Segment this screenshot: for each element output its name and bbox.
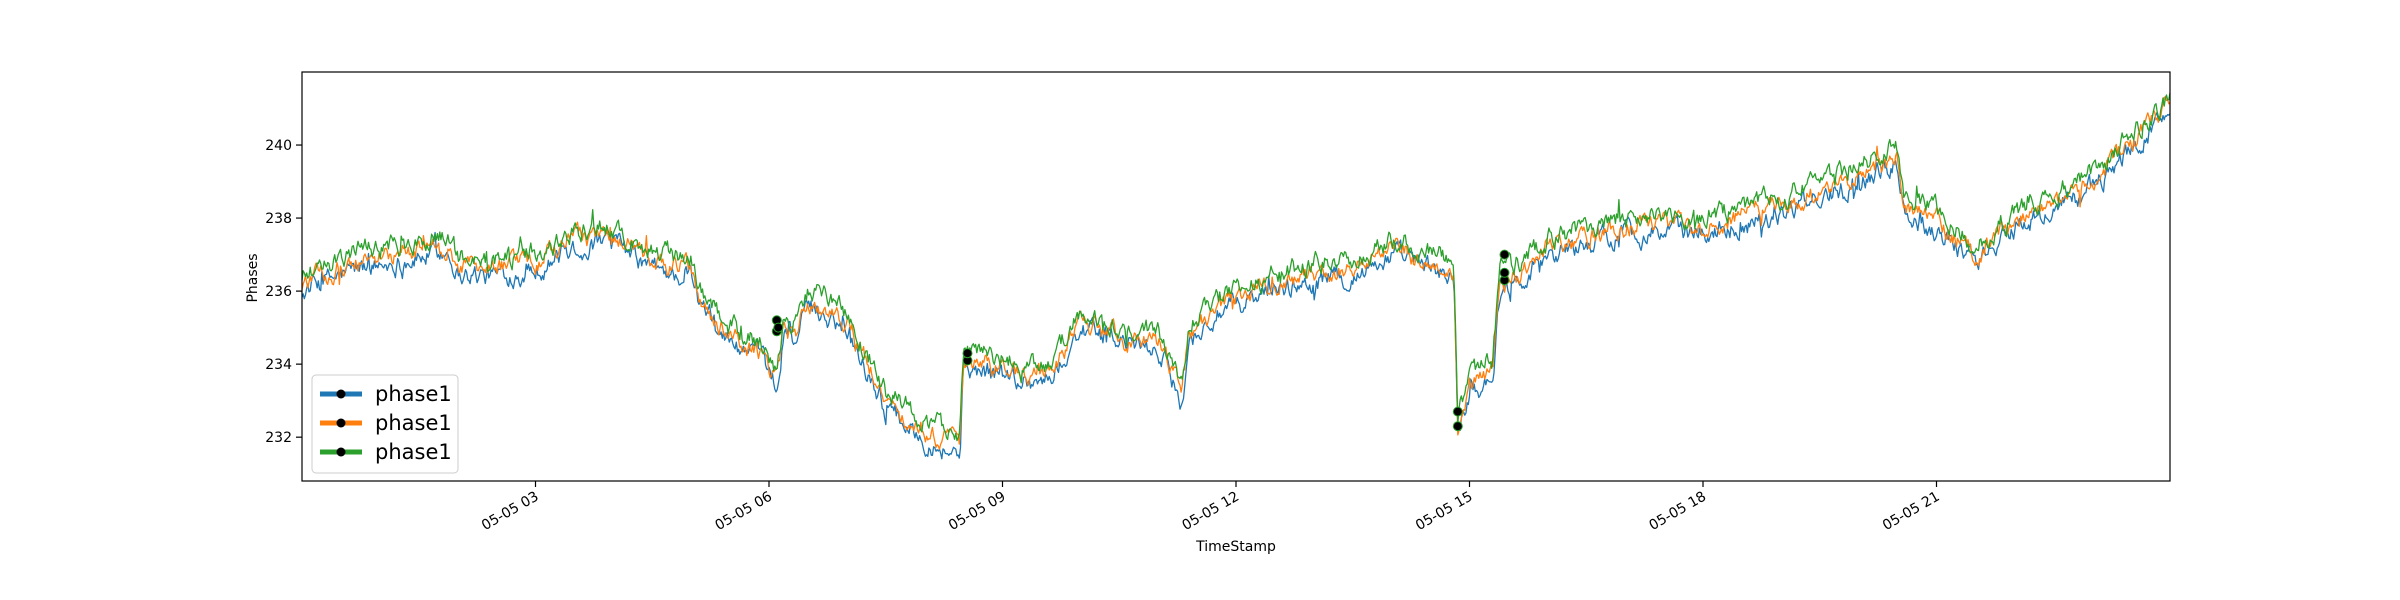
series-layer	[301, 92, 2171, 460]
legend-swatch-marker	[336, 389, 346, 399]
legend-entry-label: phase1	[375, 411, 452, 435]
y-tick-label: 236	[265, 284, 292, 300]
y-tick-label: 238	[265, 211, 292, 227]
marker-layer	[771, 249, 1510, 432]
x-axis-label: TimeStamp	[1195, 539, 1276, 555]
legend: phase1 phase1 phase1	[311, 374, 459, 474]
legend-box	[311, 374, 459, 474]
y-axis-label: Phases	[245, 253, 261, 302]
legend-entry-label: phase1	[375, 382, 452, 406]
event-marker	[1452, 406, 1463, 417]
series-line-1	[301, 111, 2171, 460]
event-marker	[962, 348, 973, 359]
event-marker	[1499, 249, 1510, 260]
series-line-3	[301, 92, 2171, 442]
legend-entry-label: phase1	[375, 440, 452, 464]
legend-swatch-marker	[336, 447, 346, 457]
legend-swatch-marker	[336, 418, 346, 428]
event-marker	[1452, 421, 1463, 432]
event-marker	[773, 322, 784, 333]
y-tick-label: 234	[265, 357, 292, 373]
y-axis: 232 234 236 238 240	[265, 138, 302, 446]
y-tick-label: 240	[265, 138, 292, 154]
event-marker	[1499, 267, 1510, 278]
y-tick-label: 232	[265, 430, 292, 446]
